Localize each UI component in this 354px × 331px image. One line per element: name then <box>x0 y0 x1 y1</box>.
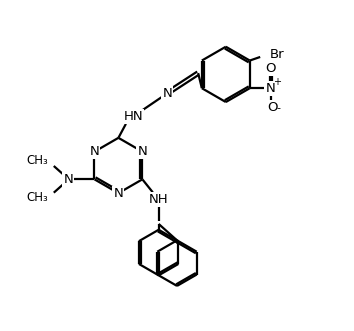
Text: HN: HN <box>123 110 143 123</box>
Text: O: O <box>267 101 278 114</box>
Text: +: + <box>273 77 281 87</box>
Text: N: N <box>90 145 99 158</box>
Text: N: N <box>266 82 276 95</box>
Text: N: N <box>64 173 73 186</box>
Text: O: O <box>266 62 276 75</box>
Text: CH₃: CH₃ <box>26 154 48 167</box>
Text: N: N <box>114 187 123 200</box>
Text: CH₃: CH₃ <box>26 191 48 204</box>
Text: N: N <box>162 87 172 100</box>
Text: Br: Br <box>269 48 284 61</box>
Text: NH: NH <box>149 193 169 206</box>
Text: N: N <box>137 145 147 158</box>
Text: -: - <box>276 103 280 113</box>
